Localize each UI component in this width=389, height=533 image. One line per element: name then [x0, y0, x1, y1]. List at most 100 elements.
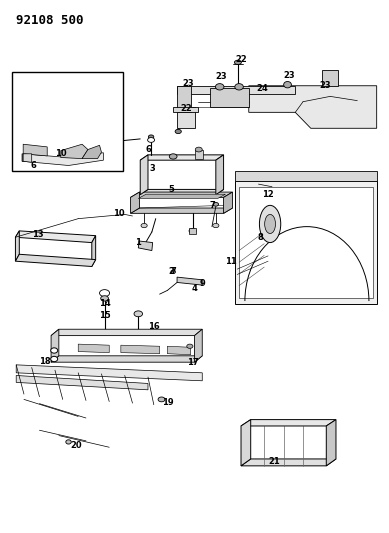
Polygon shape — [23, 154, 32, 163]
Text: 10: 10 — [113, 209, 125, 218]
Polygon shape — [16, 231, 19, 261]
Ellipse shape — [235, 84, 244, 90]
Text: 10: 10 — [55, 149, 67, 158]
Polygon shape — [177, 277, 202, 285]
Ellipse shape — [189, 229, 196, 233]
Polygon shape — [92, 236, 96, 266]
Polygon shape — [22, 153, 103, 165]
Text: 22: 22 — [235, 55, 247, 63]
Text: 92108 500: 92108 500 — [16, 14, 84, 27]
Polygon shape — [138, 241, 152, 251]
Polygon shape — [51, 329, 59, 362]
Ellipse shape — [216, 84, 224, 90]
Ellipse shape — [195, 147, 202, 152]
Polygon shape — [51, 329, 202, 336]
Polygon shape — [241, 419, 251, 466]
Polygon shape — [22, 154, 25, 161]
Text: 7: 7 — [209, 201, 215, 210]
Polygon shape — [167, 346, 191, 355]
Polygon shape — [16, 365, 202, 381]
Ellipse shape — [259, 205, 281, 243]
Polygon shape — [235, 171, 377, 181]
Polygon shape — [239, 187, 373, 298]
Text: 19: 19 — [161, 398, 173, 407]
Text: 16: 16 — [148, 321, 159, 330]
Polygon shape — [177, 86, 191, 112]
Text: 20: 20 — [70, 441, 82, 450]
Ellipse shape — [51, 357, 58, 362]
Polygon shape — [16, 375, 148, 390]
Polygon shape — [235, 181, 377, 304]
Text: 5: 5 — [168, 185, 174, 194]
Polygon shape — [131, 208, 233, 213]
Text: 14: 14 — [100, 299, 111, 308]
Polygon shape — [241, 459, 336, 466]
Text: 8: 8 — [258, 233, 263, 242]
Polygon shape — [326, 419, 336, 466]
Polygon shape — [121, 345, 159, 354]
Text: 1: 1 — [135, 238, 141, 247]
Polygon shape — [131, 192, 140, 213]
Polygon shape — [249, 86, 377, 128]
Text: 12: 12 — [262, 190, 274, 199]
Ellipse shape — [66, 440, 71, 444]
Polygon shape — [23, 144, 47, 156]
Polygon shape — [241, 419, 336, 426]
Polygon shape — [61, 144, 88, 159]
Ellipse shape — [101, 296, 109, 301]
Polygon shape — [138, 194, 226, 198]
Polygon shape — [78, 344, 109, 353]
Polygon shape — [51, 356, 202, 362]
Text: 2: 2 — [168, 268, 174, 276]
Polygon shape — [224, 192, 233, 213]
Polygon shape — [177, 86, 295, 94]
Ellipse shape — [169, 154, 177, 159]
Bar — [189, 228, 196, 233]
Polygon shape — [140, 155, 224, 160]
Text: 13: 13 — [32, 230, 43, 239]
Ellipse shape — [148, 135, 154, 139]
Text: 18: 18 — [39, 357, 51, 366]
Polygon shape — [131, 192, 233, 197]
Polygon shape — [210, 88, 249, 107]
Ellipse shape — [213, 223, 219, 228]
Text: 23: 23 — [284, 70, 295, 79]
Ellipse shape — [147, 138, 154, 142]
Ellipse shape — [134, 311, 142, 317]
Ellipse shape — [51, 348, 58, 353]
Polygon shape — [82, 146, 102, 159]
Bar — [194, 150, 203, 159]
Ellipse shape — [213, 203, 219, 206]
Ellipse shape — [100, 289, 110, 296]
Ellipse shape — [284, 82, 291, 88]
Ellipse shape — [171, 270, 175, 273]
Text: 23: 23 — [320, 81, 331, 90]
Text: 9: 9 — [200, 279, 205, 288]
Polygon shape — [177, 107, 194, 128]
Ellipse shape — [187, 344, 193, 349]
Ellipse shape — [141, 223, 147, 228]
Polygon shape — [194, 329, 202, 362]
Text: 15: 15 — [99, 311, 110, 320]
Text: 23: 23 — [216, 71, 228, 80]
Text: 24: 24 — [256, 84, 268, 93]
Ellipse shape — [175, 130, 181, 134]
Ellipse shape — [265, 214, 275, 233]
Polygon shape — [16, 254, 96, 266]
Polygon shape — [140, 155, 148, 195]
Polygon shape — [16, 231, 96, 243]
Text: 3: 3 — [149, 164, 155, 173]
Text: 6: 6 — [31, 161, 37, 170]
Polygon shape — [173, 107, 198, 112]
Text: 22: 22 — [181, 103, 193, 112]
Text: 7: 7 — [170, 268, 176, 276]
Text: 21: 21 — [268, 457, 280, 466]
Text: 17: 17 — [187, 358, 198, 367]
Polygon shape — [216, 155, 224, 195]
Ellipse shape — [235, 60, 242, 64]
Text: 11: 11 — [226, 257, 237, 265]
Polygon shape — [140, 189, 224, 195]
Text: 23: 23 — [183, 78, 194, 87]
Bar — [12, 72, 123, 171]
Polygon shape — [322, 70, 338, 86]
